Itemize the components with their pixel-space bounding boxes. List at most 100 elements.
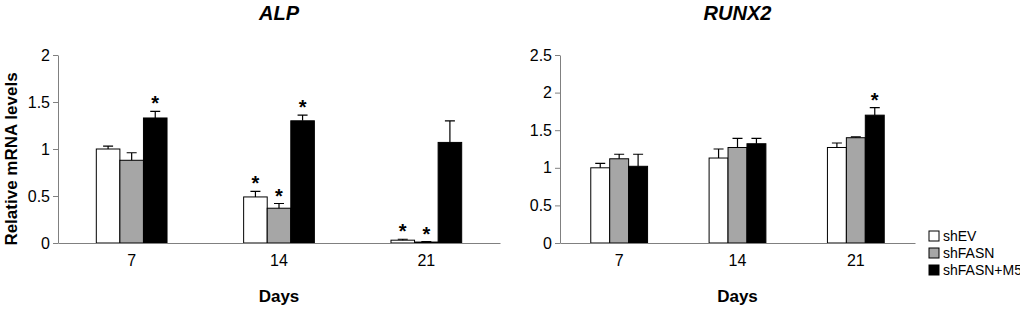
y-axis-line: [58, 56, 59, 244]
x-tick: 14: [729, 243, 747, 269]
x-axis-line: [561, 243, 916, 244]
significance-mark: *: [275, 185, 283, 207]
x-tick: 7: [127, 243, 136, 269]
x-tick: 7: [615, 243, 624, 269]
series: [610, 137, 866, 243]
y-tick-label: 0.5: [28, 188, 50, 205]
series: [120, 153, 438, 243]
x-tick-label: 7: [615, 252, 624, 269]
error-bar: [733, 138, 743, 147]
y-tick: 0.5: [530, 197, 560, 214]
y-tick-label: 1: [41, 141, 50, 158]
error-bar: [103, 146, 113, 149]
y-tick-mark: [53, 102, 58, 103]
y-tick: 0: [41, 235, 58, 252]
y-tick-mark: [53, 149, 58, 150]
bar: [629, 166, 648, 243]
x-axis-title: Days: [717, 287, 758, 306]
error-bar: [445, 121, 455, 143]
bar: [291, 121, 315, 243]
y-axis: 0 0.5 1 1.5 2 2.5: [530, 47, 561, 252]
significance-mark: *: [422, 223, 430, 245]
chart-title: ALP: [258, 2, 300, 24]
bar: [709, 158, 728, 243]
significance-mark: *: [151, 92, 159, 114]
significance-mark: *: [252, 172, 260, 194]
bar: [827, 147, 846, 243]
significance-mark: *: [399, 220, 407, 242]
error-bar: [614, 154, 624, 159]
x-tick-label: 21: [847, 252, 865, 269]
plot-area: [591, 108, 884, 243]
bar: [728, 147, 747, 243]
y-tick: 0: [543, 235, 560, 252]
bar: [244, 197, 268, 243]
x-tick: 14: [270, 243, 288, 269]
legend-swatch: [929, 231, 939, 241]
error-bar: [751, 138, 761, 143]
legend-label: shEV: [943, 228, 977, 244]
y-tick: 2: [41, 47, 58, 64]
y-tick: 2: [543, 84, 560, 101]
y-tick-mark: [555, 130, 560, 131]
y-tick-mark: [555, 93, 560, 94]
y-tick-mark: [555, 243, 560, 244]
y-tick-label: 2: [543, 84, 552, 101]
y-tick-mark: [555, 205, 560, 206]
y-tick-label: 2: [41, 47, 50, 64]
bar: [846, 138, 865, 243]
legend: shEVshFASNshFASN+M5: [929, 228, 1020, 278]
y-tick-label: 0: [41, 235, 50, 252]
chart: ALP00.511.5271421DaysRelative mRNA level…: [2, 2, 501, 306]
significance-mark: *: [871, 89, 879, 111]
y-tick-label: 1: [543, 159, 552, 176]
bar: [747, 144, 766, 243]
y-tick: 2.5: [530, 47, 560, 64]
chart-title: RUNX2: [704, 2, 772, 24]
error-bar: [714, 149, 724, 158]
y-tick-label: 1.5: [530, 122, 552, 139]
series: [591, 143, 847, 243]
chart: RUNX2 0 0.5 1 1.5 2 2.5 7 14 21 Days * shEVshFASNshF…: [530, 2, 1020, 306]
x-axis: 7 14 21: [59, 243, 501, 269]
legend-label: shFASN: [943, 245, 994, 261]
y-tick-mark: [555, 55, 560, 56]
bar: [438, 142, 462, 243]
x-axis: 7 14 21: [561, 243, 916, 269]
legend-label: shFASN+M5: [943, 262, 1020, 278]
error-bar: [633, 154, 643, 166]
x-axis-line: [59, 243, 501, 244]
legend-swatch: [929, 248, 939, 258]
x-tick-label: 21: [417, 252, 435, 269]
y-tick-mark: [53, 55, 58, 56]
y-tick-label: 0: [543, 235, 552, 252]
legend-swatch: [929, 265, 939, 275]
bar: [120, 160, 144, 243]
series: [143, 111, 461, 243]
bar: [96, 149, 120, 243]
y-tick-label: 2.5: [530, 47, 552, 64]
plot-area: [96, 111, 461, 243]
error-bar: [595, 163, 605, 168]
bar: [865, 115, 884, 243]
y-tick-label: 1.5: [28, 94, 50, 111]
x-axis-title: Days: [259, 287, 300, 306]
y-tick-mark: [53, 243, 58, 244]
y-tick-mark: [53, 196, 58, 197]
x-tick-label: 14: [729, 252, 747, 269]
y-tick: 1: [41, 141, 58, 158]
bar: [610, 159, 629, 243]
figure: ALP00.511.5271421DaysRelative mRNA level…: [0, 0, 1020, 311]
series: [629, 108, 885, 243]
bar: [591, 168, 610, 243]
bar: [143, 118, 167, 243]
significance-mark: *: [299, 96, 307, 118]
y-axis: 0 0.5 1 1.5 2: [28, 47, 59, 252]
y-tick-mark: [555, 168, 560, 169]
x-tick-label: 14: [270, 252, 288, 269]
error-bar: [832, 143, 842, 148]
y-tick: 1: [543, 159, 560, 176]
y-tick: 1.5: [28, 94, 58, 111]
y-tick: 0.5: [28, 188, 58, 205]
x-tick-label: 7: [127, 252, 136, 269]
